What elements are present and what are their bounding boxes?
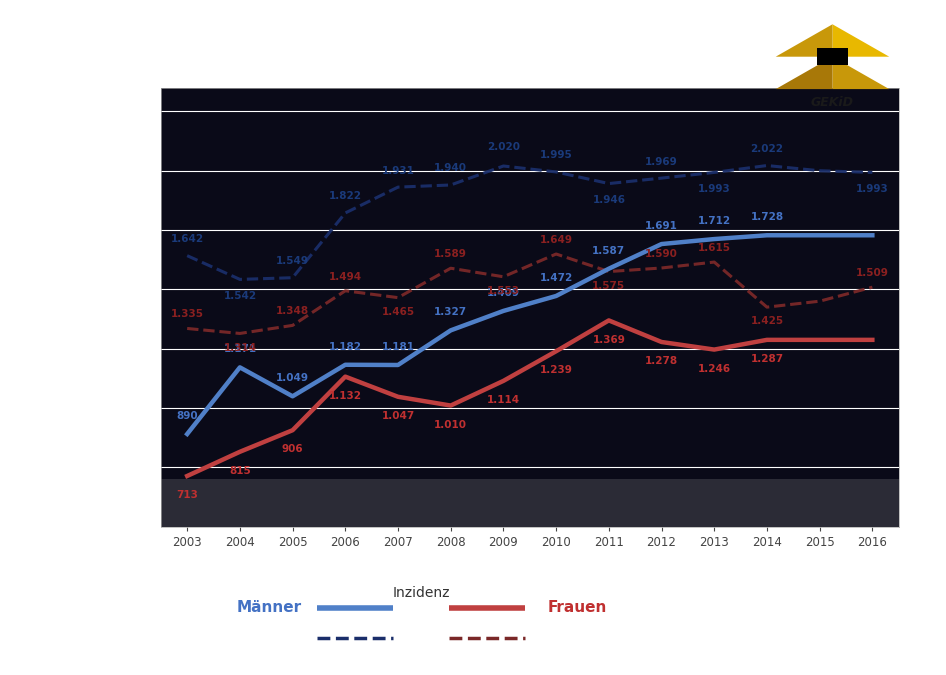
Polygon shape [776,57,832,89]
Text: 1.993: 1.993 [856,184,888,194]
Text: 1.409: 1.409 [487,288,520,298]
Text: 1.369: 1.369 [592,335,625,345]
Text: 1.642: 1.642 [170,234,203,244]
Polygon shape [832,24,889,57]
Text: 1.049: 1.049 [276,373,309,383]
Polygon shape [817,48,848,65]
Text: 713: 713 [176,490,198,500]
Text: 1.425: 1.425 [750,317,783,326]
Text: 1.969: 1.969 [645,157,678,167]
Bar [161,479,899,526]
Text: 1.691: 1.691 [645,221,678,231]
Text: Frauen: Frauen [548,600,606,615]
Text: 1.327: 1.327 [434,307,467,317]
Text: 1.649: 1.649 [539,235,572,245]
Text: 906: 906 [282,444,304,454]
Text: 890: 890 [176,411,198,421]
Text: 1.542: 1.542 [223,291,256,301]
Text: 1.615: 1.615 [698,243,730,253]
Text: 1.940: 1.940 [434,163,467,173]
Text: Männer: Männer [237,600,302,615]
Text: 815: 815 [229,466,251,476]
Text: 1.171: 1.171 [223,344,256,354]
Text: 1.278: 1.278 [645,356,678,367]
Text: 1.509: 1.509 [856,268,889,278]
Text: 1.047: 1.047 [381,411,414,421]
Text: 1.589: 1.589 [434,249,467,259]
Text: 2.022: 2.022 [750,144,783,154]
Text: 1.182: 1.182 [329,342,361,352]
Text: 1.472: 1.472 [539,273,572,283]
Polygon shape [776,24,832,57]
Text: 1.712: 1.712 [697,216,731,226]
Text: 1.348: 1.348 [276,306,309,316]
Text: 1.553: 1.553 [487,286,520,296]
Text: 1.575: 1.575 [592,281,625,291]
Text: 2.020: 2.020 [487,142,520,152]
Text: 1.995: 1.995 [540,151,572,161]
Text: 1.946: 1.946 [592,195,625,205]
Text: 1.494: 1.494 [328,271,362,281]
Text: 1.335: 1.335 [170,309,203,319]
Text: 1.590: 1.590 [645,249,678,259]
Text: 1.728: 1.728 [750,212,783,222]
Text: Inzidenz: Inzidenz [393,586,449,599]
Text: 1.822: 1.822 [329,192,361,201]
Text: 1.993: 1.993 [698,184,730,194]
Text: GEKiD: GEKiD [811,96,854,109]
Text: 1.931: 1.931 [381,165,414,176]
Text: 1.114: 1.114 [487,395,520,405]
Text: 1.132: 1.132 [329,391,361,401]
Text: 1.287: 1.287 [750,354,783,364]
Text: 1.549: 1.549 [276,256,309,266]
Text: 1.010: 1.010 [434,420,467,430]
Text: 1.246: 1.246 [697,364,731,374]
Text: 1.181: 1.181 [381,342,414,352]
Text: 1.465: 1.465 [381,307,414,317]
Text: 1.239: 1.239 [539,365,572,375]
Polygon shape [832,57,889,89]
Text: 1.314: 1.314 [223,343,256,352]
Text: 1.587: 1.587 [592,246,625,256]
